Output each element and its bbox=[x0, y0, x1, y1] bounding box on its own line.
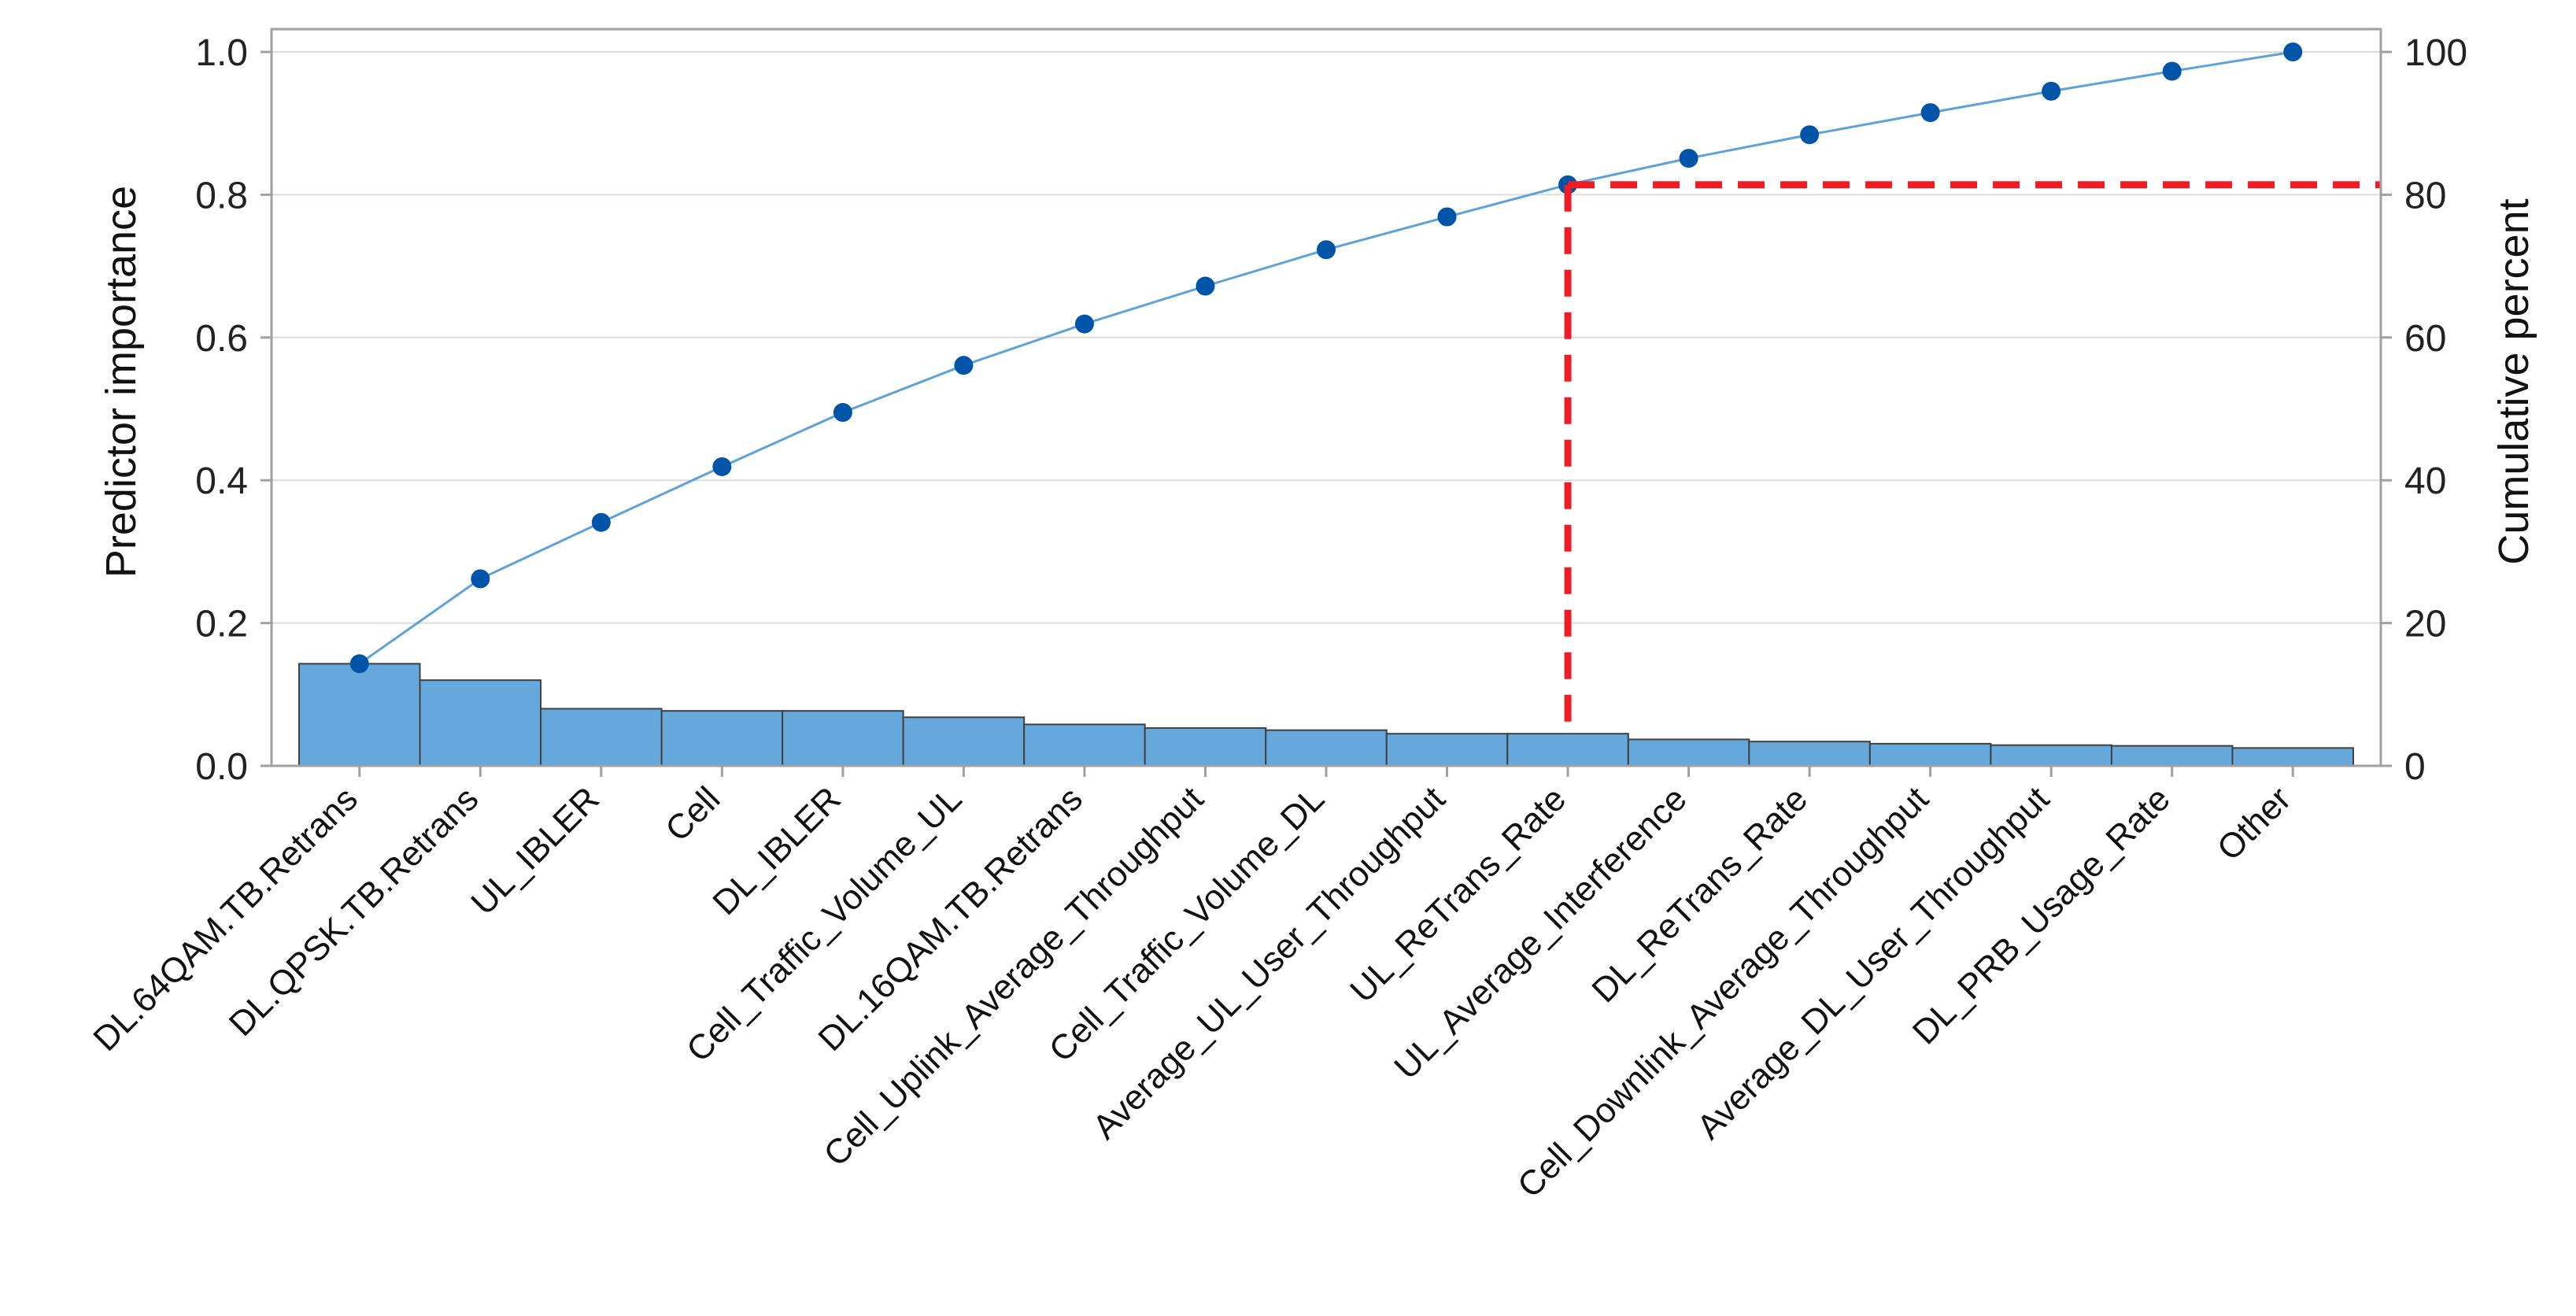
cumulative-point bbox=[1196, 276, 1215, 296]
x-axis-labels: DL.64QAM.TB.RetransDL.QPSK.TB.RetransUL_… bbox=[86, 766, 2298, 1205]
plot-frame bbox=[270, 28, 2382, 767]
bar bbox=[1748, 741, 1871, 767]
bar bbox=[419, 679, 542, 767]
x-tick-label: UL_IBLER bbox=[464, 779, 607, 922]
bar bbox=[1627, 738, 1750, 767]
right-tick-label: 100 bbox=[2404, 32, 2467, 74]
right-axis-title: Cumulative percent bbox=[2490, 198, 2537, 564]
bars bbox=[298, 663, 2355, 767]
left-tick-label: 0.8 bbox=[195, 175, 248, 216]
gridlines bbox=[272, 51, 2381, 624]
x-tick-label: UL_ReTrans_Rate bbox=[1343, 779, 1573, 1010]
cumulative-point bbox=[471, 569, 490, 589]
cumulative-point bbox=[712, 457, 732, 476]
bar bbox=[1144, 726, 1267, 767]
bar bbox=[298, 663, 421, 767]
left-tick-label: 0.0 bbox=[195, 746, 248, 788]
bar bbox=[1385, 733, 1509, 767]
cumulative-point bbox=[591, 512, 611, 532]
cumulative-point bbox=[1317, 240, 1336, 260]
x-tick-label: DL.QPSK.TB.Retrans bbox=[222, 779, 486, 1044]
cumulative-point bbox=[1920, 103, 1940, 123]
right-tick-label: 0 bbox=[2404, 746, 2426, 788]
right-tick-label: 40 bbox=[2404, 460, 2446, 502]
bar bbox=[660, 710, 784, 767]
bar bbox=[1868, 742, 1992, 767]
bar bbox=[2231, 747, 2355, 767]
threshold-annotation bbox=[1564, 181, 2381, 726]
left-tick-label: 0.4 bbox=[195, 460, 248, 502]
cumulative-line-path bbox=[358, 50, 2293, 665]
cumulative-point bbox=[2042, 81, 2061, 101]
x-tick-label: DL_ReTrans_Rate bbox=[1584, 779, 1815, 1010]
x-tick-label: Other bbox=[2210, 779, 2298, 867]
cumulative-point bbox=[1074, 314, 1094, 334]
left-tick-label: 0.6 bbox=[195, 318, 248, 360]
cumulative-point bbox=[2283, 43, 2303, 61]
left-axis-title: Predictor importance bbox=[98, 186, 145, 578]
cumulative-point bbox=[1800, 125, 1820, 145]
cumulative-point bbox=[1437, 207, 1457, 227]
bar bbox=[1023, 723, 1146, 767]
x-tick-label: Cell bbox=[658, 779, 727, 848]
bar bbox=[902, 716, 1026, 767]
cumulative-point bbox=[349, 654, 369, 674]
bar bbox=[1265, 729, 1388, 767]
left-axis-ticks: 0.0 0.2 0.4 0.6 0.8 1.0 bbox=[195, 32, 272, 788]
bar bbox=[1506, 733, 1629, 767]
cumulative-line bbox=[349, 43, 2303, 674]
right-axis-ticks: 0 20 40 60 80 100 bbox=[2381, 32, 2467, 788]
left-tick-label: 1.0 bbox=[195, 32, 248, 74]
right-tick-label: 20 bbox=[2404, 604, 2446, 645]
right-tick-label: 60 bbox=[2404, 318, 2446, 360]
bar bbox=[2110, 745, 2234, 767]
cumulative-point bbox=[2162, 61, 2182, 81]
bar bbox=[540, 708, 663, 767]
right-tick-label: 80 bbox=[2404, 175, 2446, 216]
cumulative-point bbox=[1679, 149, 1698, 168]
bar bbox=[1990, 744, 2112, 767]
left-tick-label: 0.2 bbox=[195, 604, 248, 645]
cumulative-point bbox=[833, 403, 852, 423]
cumulative-point bbox=[954, 356, 974, 375]
bar bbox=[782, 710, 904, 767]
